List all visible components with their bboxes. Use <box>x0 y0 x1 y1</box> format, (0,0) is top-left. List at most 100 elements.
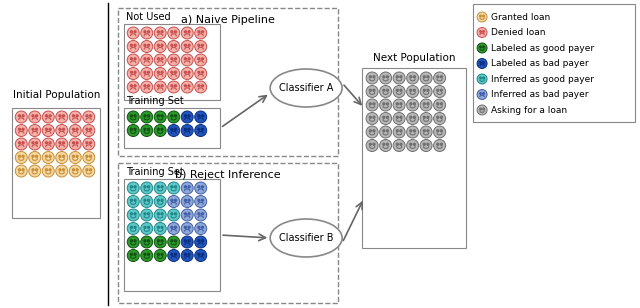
Circle shape <box>413 130 415 132</box>
Circle shape <box>181 111 193 123</box>
Circle shape <box>181 124 193 136</box>
Circle shape <box>181 222 193 234</box>
Circle shape <box>161 115 163 117</box>
Circle shape <box>373 143 375 145</box>
Circle shape <box>131 58 132 60</box>
Circle shape <box>480 62 481 63</box>
Circle shape <box>127 54 140 66</box>
Circle shape <box>134 186 136 188</box>
Circle shape <box>383 89 385 91</box>
Circle shape <box>406 112 419 124</box>
Circle shape <box>32 142 34 144</box>
Text: b) Reject Inference: b) Reject Inference <box>175 170 281 180</box>
Circle shape <box>181 27 193 39</box>
Circle shape <box>36 169 38 171</box>
Circle shape <box>410 116 412 118</box>
Circle shape <box>369 130 371 132</box>
Circle shape <box>168 81 180 93</box>
Circle shape <box>49 169 51 171</box>
Circle shape <box>198 115 200 117</box>
Circle shape <box>59 128 61 130</box>
Circle shape <box>188 85 190 87</box>
Circle shape <box>161 186 163 188</box>
Circle shape <box>134 253 136 255</box>
Circle shape <box>144 85 146 87</box>
Circle shape <box>171 115 173 117</box>
Circle shape <box>202 240 204 242</box>
Circle shape <box>72 142 74 144</box>
Circle shape <box>427 103 429 105</box>
Circle shape <box>45 142 47 144</box>
Circle shape <box>373 76 375 78</box>
Circle shape <box>477 43 487 53</box>
Circle shape <box>433 126 445 138</box>
Circle shape <box>144 115 146 117</box>
Circle shape <box>175 199 177 201</box>
Circle shape <box>437 116 439 118</box>
Circle shape <box>195 182 207 194</box>
Circle shape <box>433 99 445 111</box>
Circle shape <box>148 71 150 73</box>
Circle shape <box>131 199 132 201</box>
Circle shape <box>69 152 81 164</box>
Circle shape <box>72 155 74 157</box>
Circle shape <box>483 108 484 110</box>
Text: Not Used: Not Used <box>126 12 171 22</box>
Circle shape <box>157 213 159 215</box>
Circle shape <box>366 86 378 98</box>
Circle shape <box>154 222 166 234</box>
Circle shape <box>168 209 180 221</box>
Circle shape <box>175 85 177 87</box>
Circle shape <box>168 67 180 79</box>
Circle shape <box>380 86 392 98</box>
Circle shape <box>175 226 177 228</box>
Circle shape <box>22 155 24 157</box>
Circle shape <box>154 54 166 66</box>
Circle shape <box>184 213 186 215</box>
Circle shape <box>483 77 484 79</box>
Circle shape <box>134 85 136 87</box>
Circle shape <box>69 111 81 123</box>
Circle shape <box>15 165 28 177</box>
Circle shape <box>184 240 186 242</box>
Circle shape <box>440 89 442 91</box>
Circle shape <box>393 126 405 138</box>
Circle shape <box>181 182 193 194</box>
Circle shape <box>175 31 177 33</box>
Circle shape <box>420 126 432 138</box>
Circle shape <box>157 186 159 188</box>
Circle shape <box>420 140 432 152</box>
Circle shape <box>366 112 378 124</box>
Circle shape <box>83 138 95 150</box>
Circle shape <box>480 31 481 32</box>
Circle shape <box>195 111 207 123</box>
Circle shape <box>134 44 136 46</box>
Circle shape <box>437 103 439 105</box>
Circle shape <box>36 142 38 144</box>
Circle shape <box>161 213 163 215</box>
Circle shape <box>144 31 146 33</box>
Circle shape <box>76 115 78 117</box>
Circle shape <box>410 76 412 78</box>
Circle shape <box>383 76 385 78</box>
Circle shape <box>86 115 88 117</box>
Circle shape <box>144 128 146 130</box>
Circle shape <box>154 40 166 52</box>
Circle shape <box>175 71 177 73</box>
Circle shape <box>22 128 24 130</box>
Circle shape <box>477 105 487 115</box>
Circle shape <box>420 112 432 124</box>
Circle shape <box>406 86 419 98</box>
Circle shape <box>171 253 173 255</box>
Circle shape <box>144 213 146 215</box>
Text: Training Set: Training Set <box>126 167 184 177</box>
Circle shape <box>188 58 190 60</box>
Circle shape <box>171 199 173 201</box>
Circle shape <box>131 85 132 87</box>
Circle shape <box>175 186 177 188</box>
Circle shape <box>380 112 392 124</box>
Circle shape <box>127 67 140 79</box>
Circle shape <box>369 76 371 78</box>
Circle shape <box>433 86 445 98</box>
Circle shape <box>396 116 398 118</box>
